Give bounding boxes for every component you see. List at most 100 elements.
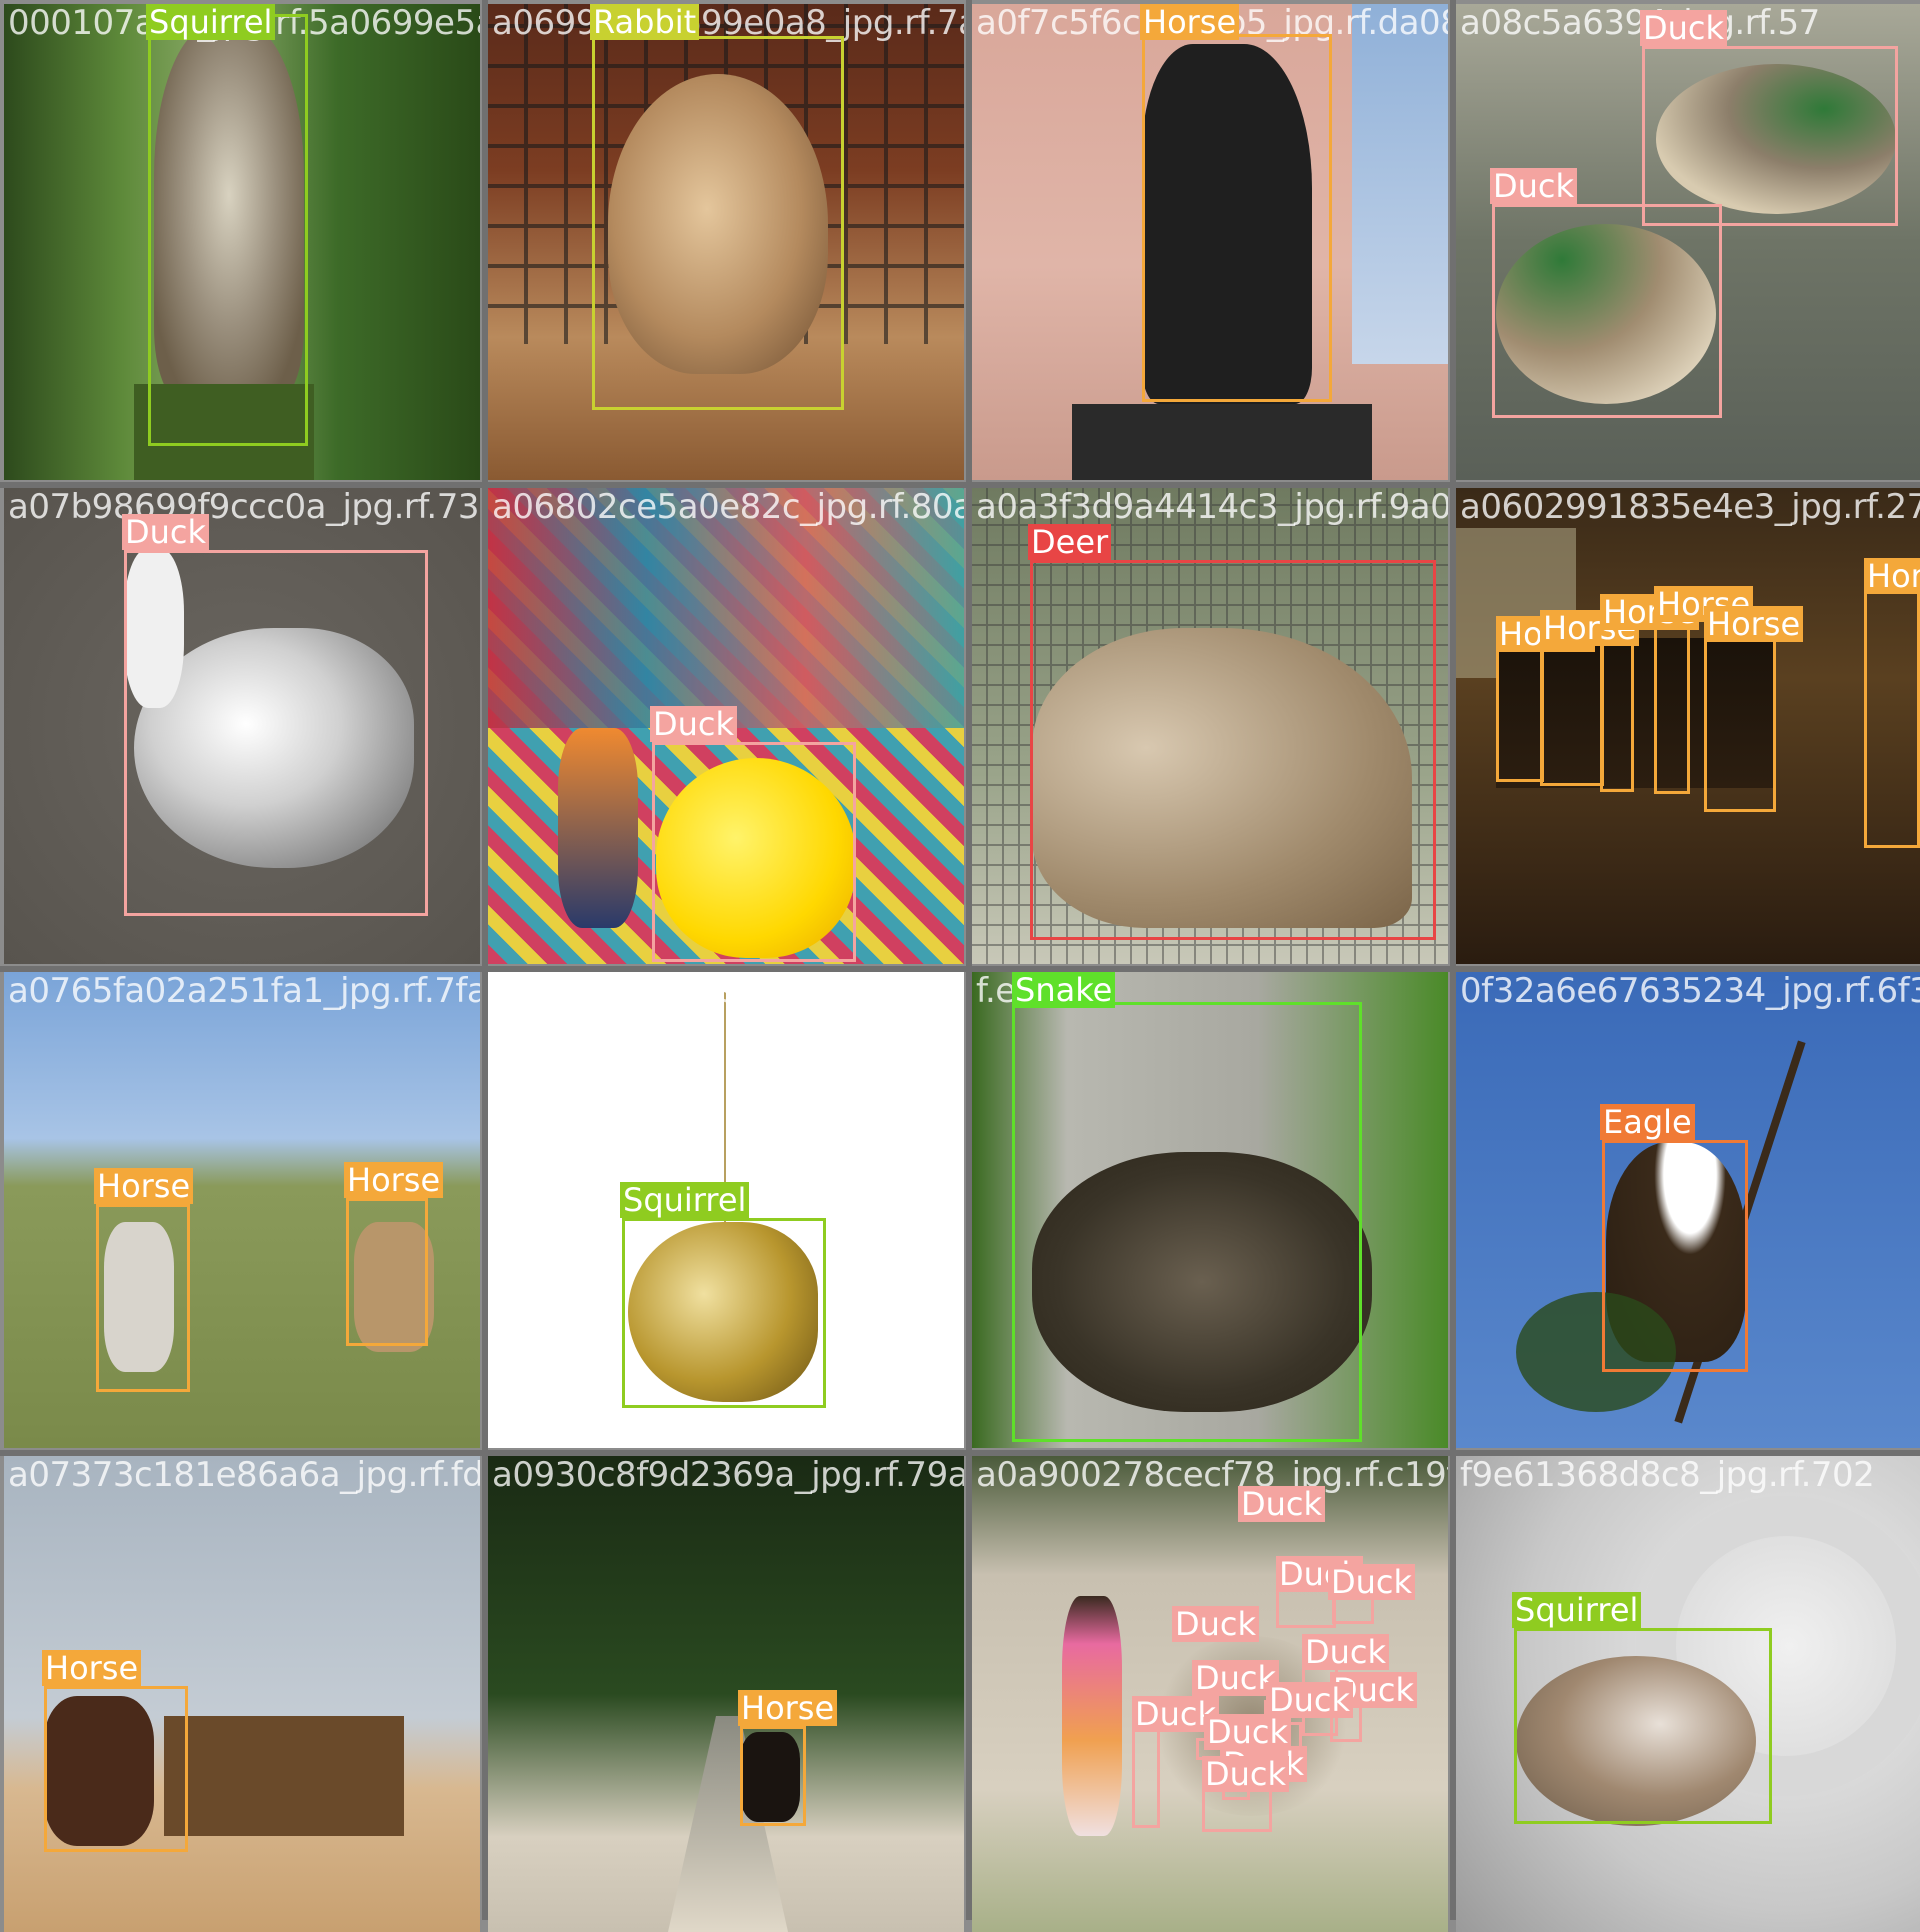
bounding-box xyxy=(148,14,308,446)
image-tile: a0602991835e4e3_jpg.rf.27 Horse Horse Horse… xyxy=(1456,488,1920,964)
tile-filename: a0930c8f9d2369a_jpg.rf.79a0a900278cecf78 xyxy=(492,1456,964,1495)
image-tile: 000107a7d_jpg.rf.5a0699e5a1699e0a8Squirr… xyxy=(4,4,480,480)
grid-divider xyxy=(1450,0,1456,1920)
pedestal xyxy=(1072,404,1372,480)
detection-label: Duck xyxy=(1238,1486,1326,1522)
bounding-box xyxy=(652,742,856,962)
grid-divider xyxy=(966,0,972,1920)
tile-filename: 0f32a6e67635234_jpg.rf.6f3 xyxy=(1460,972,1920,1011)
bounding-box xyxy=(1540,630,1604,786)
ornament-string xyxy=(724,992,726,1232)
detection-label: Duck xyxy=(1328,1564,1416,1600)
image-tile: a0a900278cecf78_jpg.rf.c19f9e61368d8c8Du… xyxy=(972,1456,1448,1932)
horse-figure xyxy=(44,1696,154,1846)
image-tile: a0a3f3d9a4414c3_jpg.rf.9a0602991835e4e3D… xyxy=(972,488,1448,964)
detection-label: Horse xyxy=(1140,4,1240,40)
squirrel-figure xyxy=(154,24,304,404)
detection-label: Duck xyxy=(1172,1606,1260,1642)
rubber-duck xyxy=(656,758,856,958)
bounding-box xyxy=(592,36,844,410)
duck-figure xyxy=(1656,64,1896,214)
image-tile: f9e61368d8c8_jpg.rf.702 Squirrel xyxy=(1456,1456,1920,1932)
image-tile: 0f32a6e67635234_jpg.rf.6f3 Eagle xyxy=(1456,972,1920,1448)
detection-label: Duck xyxy=(1266,1682,1354,1718)
bounding-box xyxy=(44,1686,188,1852)
detection-label: Duck xyxy=(650,706,738,742)
image-tile: a07373c181e86a6a_jpg.rf.fda0930c8f9d2369… xyxy=(4,1456,480,1932)
bounding-box xyxy=(1492,204,1722,418)
bounding-box xyxy=(1142,34,1332,402)
tile-filename: f9e61368d8c8_jpg.rf.702 xyxy=(1460,1456,1875,1495)
bounding-box xyxy=(1864,578,1920,848)
foliage xyxy=(1516,1292,1676,1412)
grid-divider xyxy=(482,0,488,1920)
detection-label: Horse xyxy=(344,1162,444,1198)
figurine xyxy=(558,728,638,928)
bounding-box xyxy=(1514,1628,1772,1824)
poster-wall xyxy=(488,488,964,728)
horse-statue xyxy=(1142,44,1312,404)
tile-photo xyxy=(4,1456,480,1932)
bounding-box xyxy=(1602,1140,1748,1372)
tile-photo xyxy=(4,972,480,1448)
detection-label: Horse xyxy=(738,1690,838,1726)
bounding-box xyxy=(124,550,428,916)
detection-label: Horse xyxy=(1864,558,1920,594)
bounding-box xyxy=(1012,1002,1362,1442)
grid-divider xyxy=(0,966,1920,972)
image-tile: a0930c8f9d2369a_jpg.rf.79a0a900278cecf78… xyxy=(488,1456,964,1932)
bounding-box xyxy=(1496,636,1544,782)
image-tile: a0e9e30c29990db0b_jpg.rf.3 Squirrel xyxy=(488,972,964,1448)
tile-filename: a0a900278cecf78_jpg.rf.c19f9e61368d8c8 xyxy=(976,1456,1448,1495)
bounding-box xyxy=(1030,560,1436,940)
detection-label: Horse xyxy=(1704,606,1804,642)
tan-horse xyxy=(354,1222,434,1352)
bounding-box xyxy=(740,1726,806,1826)
bounding-box xyxy=(622,1218,826,1408)
bounding-box xyxy=(1704,626,1776,812)
sky xyxy=(1352,4,1448,364)
bounding-box xyxy=(1642,46,1898,226)
detection-label: Duck xyxy=(1302,1634,1390,1670)
detection-label: Duck xyxy=(1490,168,1578,204)
squirrel-figure xyxy=(1516,1656,1756,1826)
grid-divider xyxy=(0,482,1920,488)
bounding-box xyxy=(1654,606,1690,794)
detection-label: Horse xyxy=(42,1650,142,1686)
snake-coil xyxy=(1032,1152,1372,1412)
detection-label: Horse xyxy=(94,1168,194,1204)
horse-figure xyxy=(740,1732,800,1822)
detection-label: Duck xyxy=(1204,1714,1292,1750)
tile-filename: a0a3f3d9a4414c3_jpg.rf.9a0602991835e4e3 xyxy=(976,488,1448,527)
detection-label: Duck xyxy=(1640,10,1728,46)
ornament xyxy=(628,1222,818,1402)
wooden-cart xyxy=(164,1716,404,1836)
detection-label: Duck xyxy=(1276,1556,1364,1592)
detection-label: Duck xyxy=(122,514,210,550)
detection-label: Eagle xyxy=(1600,1104,1695,1140)
tile-filename: a0699e5a1699e0a8_jpg.rf.7a0f7c5f6c99 xyxy=(492,4,964,43)
white-horse xyxy=(104,1222,174,1372)
tile-filename: a0602991835e4e3_jpg.rf.27 xyxy=(1460,488,1920,527)
tile-filename: a07373c181e86a6a_jpg.rf.fda0930c8f9d2369… xyxy=(8,1456,480,1495)
tile-filename: a06802ce5a0e82c_jpg.rf.80a0a3f3d9a4414c3 xyxy=(492,488,964,527)
image-tile: a07b98699f9ccc0a_jpg.rf.73a6802ce5a0e82c… xyxy=(4,488,480,964)
detection-label: Rabbit xyxy=(590,4,700,40)
detection-label: Snake xyxy=(1012,972,1116,1008)
image-tile: a08c5a6394_jpg.rf.57DuckDuck xyxy=(1456,4,1920,480)
rabbit-figure xyxy=(608,74,828,374)
grid-divider xyxy=(0,1450,1920,1456)
detection-label: Duck xyxy=(1192,1660,1280,1696)
wood-post xyxy=(134,384,314,480)
image-tile: a0765fa02a251fa1_jpg.rf.7fa0e9e30c29990d… xyxy=(4,972,480,1448)
bounding-box xyxy=(96,1204,190,1392)
tile-filename: a0765fa02a251fa1_jpg.rf.7fa0e9e30c29990d… xyxy=(8,972,480,1011)
image-tile: f.e9 Snake xyxy=(972,972,1448,1448)
tile-filename: a07b98699f9ccc0a_jpg.rf.73a6802ce5a0e82c xyxy=(8,488,480,527)
tile-filename: a0e9e30c29990db0b_jpg.rf.3 xyxy=(492,972,964,1011)
duck-figure xyxy=(1496,224,1716,404)
detection-label: Deer xyxy=(1028,524,1112,560)
detection-label: Squirrel xyxy=(620,1182,750,1218)
image-tile: a0f7c5f6c9963b5_jpg.rf.da08c5a63Horse xyxy=(972,4,1448,480)
